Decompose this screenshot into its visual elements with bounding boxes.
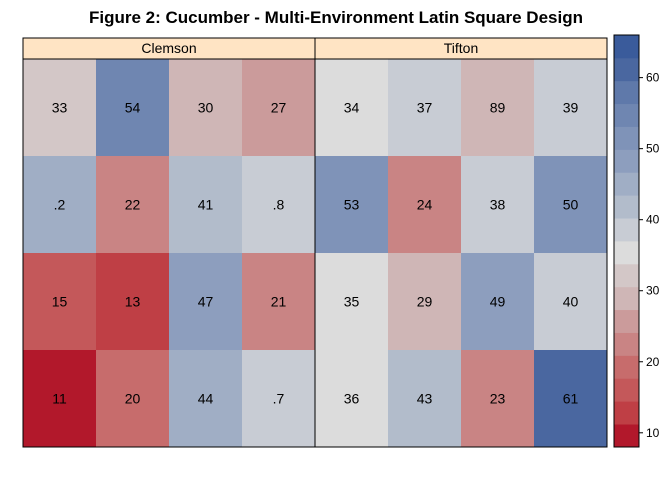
heatmap-cell	[315, 350, 389, 448]
heatmap-cell	[315, 59, 389, 157]
cell-label: 34	[344, 100, 360, 116]
colorbar-segment	[614, 309, 639, 333]
colorbar-tick-label: 60	[646, 71, 660, 85]
cell-label: 40	[563, 294, 579, 310]
colorbar-segment	[614, 80, 639, 105]
heatmap-cell	[534, 350, 608, 448]
cell-label: 33	[52, 100, 68, 116]
cell-label: 27	[271, 100, 287, 116]
cell-label: 41	[198, 197, 214, 213]
heatmap-cell	[461, 156, 535, 254]
heatmap-cell	[96, 253, 170, 351]
heatmap-cell	[315, 253, 389, 351]
colorbar-segment	[614, 103, 639, 127]
colorbar-segment	[614, 126, 639, 150]
cell-label: 30	[198, 100, 214, 116]
colorbar-segment	[614, 332, 639, 356]
colorbar-tick-label: 10	[646, 426, 660, 440]
heatmap-cell	[96, 59, 170, 157]
cell-label: 53	[344, 197, 360, 213]
heatmap-cell	[242, 253, 316, 351]
colorbar-segment	[614, 172, 639, 196]
heatmap-cell	[534, 253, 608, 351]
colorbar-segment	[614, 195, 639, 219]
cell-label: 35	[344, 294, 360, 310]
cell-label: 50	[563, 197, 579, 213]
heatmap-cell	[242, 350, 316, 448]
colorbar-segment	[614, 286, 639, 311]
strip-label: Clemson	[141, 40, 196, 56]
cell-label: 36	[344, 391, 360, 407]
cell-label: 20	[125, 391, 141, 407]
panel-clemson: 33 54 30 27 .2 22 41 .8 15 13 47 21 11 20 44 .7 Clemson	[22, 37, 316, 448]
cell-label: 37	[417, 100, 433, 116]
colorbar-tick-label: 50	[646, 142, 660, 156]
heatmap-cell	[23, 350, 97, 448]
heatmap-cell	[23, 253, 97, 351]
cell-label: 23	[490, 391, 506, 407]
cell-label: 22	[125, 197, 141, 213]
cell-label: 44	[198, 391, 214, 407]
heatmap-cell	[169, 59, 243, 157]
chart-title: Figure 2: Cucumber - Multi-Environment L…	[89, 8, 583, 27]
cell-label: 13	[125, 294, 141, 310]
cell-label: 47	[198, 294, 214, 310]
cell-label: 54	[125, 100, 141, 116]
cell-label: 89	[490, 100, 506, 116]
panel-tifton: 34 37 89 39 53 24 38 50 35 29 49 40 36 43 23 61 Tifton	[314, 37, 608, 448]
heatmap-cell	[461, 253, 535, 351]
colorbar: 10 20 30 40 50 60	[613, 34, 660, 448]
cell-label: 21	[271, 294, 287, 310]
cell-label: 61	[563, 391, 579, 407]
colorbar-segment	[614, 424, 639, 448]
cell-label: .7	[273, 391, 285, 407]
heatmap-cell	[96, 350, 170, 448]
colorbar-segment	[614, 35, 639, 59]
colorbar-tick-label: 30	[646, 284, 660, 298]
colorbar-segment	[614, 241, 639, 265]
heatmap-cell	[388, 156, 462, 254]
colorbar-segment	[614, 401, 639, 425]
cell-label: 43	[417, 391, 433, 407]
heatmap-cell	[534, 59, 608, 157]
colorbar-segment	[614, 218, 639, 242]
heatmap-cell	[96, 156, 170, 254]
colorbar-tick-label: 20	[646, 355, 660, 369]
heatmap-cell	[388, 253, 462, 351]
cell-label: 29	[417, 294, 433, 310]
colorbar-segment	[614, 355, 639, 379]
colorbar-segment	[614, 263, 639, 288]
strip-label: Tifton	[444, 40, 479, 56]
heatmap-cell	[242, 156, 316, 254]
heatmap-cell	[242, 59, 316, 157]
colorbar-segment	[614, 378, 639, 402]
colorbar-border	[613, 34, 640, 448]
cell-label: 39	[563, 100, 579, 116]
heatmap-cell	[315, 156, 389, 254]
cell-label: 38	[490, 197, 506, 213]
colorbar-segment	[614, 149, 639, 173]
heatmap-cell	[534, 156, 608, 254]
heatmap-cell	[23, 156, 97, 254]
heatmap-cell	[461, 350, 535, 448]
cell-label: 15	[52, 294, 68, 310]
heatmap-cell	[169, 156, 243, 254]
heatmap-cell	[23, 59, 97, 157]
heatmap-cell	[461, 59, 535, 157]
heatmap-cell	[169, 350, 243, 448]
cell-label: .8	[273, 197, 285, 213]
cell-label: 11	[52, 391, 67, 407]
cell-label: 24	[417, 197, 433, 213]
heatmap-cell	[388, 59, 462, 157]
cell-label: 49	[490, 294, 506, 310]
colorbar-tick-label: 40	[646, 213, 660, 227]
colorbar-segment	[614, 57, 639, 82]
panel-border	[314, 58, 608, 448]
heatmap-cell	[388, 350, 462, 448]
cell-label: .2	[54, 197, 66, 213]
heatmap-cell	[169, 253, 243, 351]
